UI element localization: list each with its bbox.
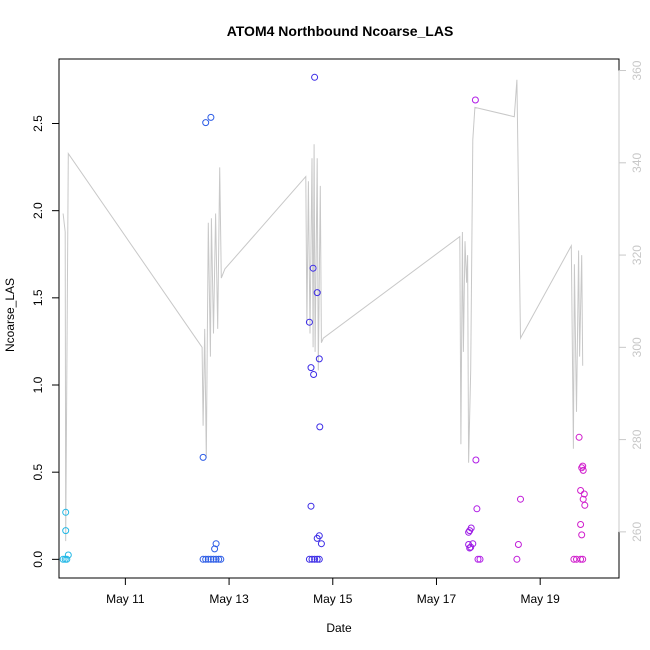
y-tick-label: 1.5 bbox=[31, 289, 45, 306]
data-point bbox=[308, 555, 316, 563]
data-point bbox=[474, 555, 482, 563]
data-point bbox=[315, 532, 323, 540]
data-point bbox=[62, 508, 70, 516]
data-point bbox=[317, 540, 325, 548]
data-point bbox=[467, 524, 475, 532]
data-point bbox=[476, 555, 484, 563]
data-point bbox=[570, 555, 578, 563]
data-point bbox=[579, 466, 587, 474]
y-right-tick-label: 320 bbox=[630, 245, 644, 265]
data-point bbox=[311, 73, 319, 81]
y-axis-left: 0.0 0.5 1.0 1.5 2.0 2.5 bbox=[31, 115, 60, 568]
data-point bbox=[202, 119, 210, 127]
x-tick-label: May 15 bbox=[313, 592, 353, 606]
data-point bbox=[581, 501, 589, 509]
data-point bbox=[313, 555, 321, 563]
data-point bbox=[310, 371, 318, 378]
data-point bbox=[513, 555, 521, 563]
data-point bbox=[472, 456, 480, 464]
data-point bbox=[199, 555, 207, 563]
data-point bbox=[63, 555, 71, 563]
y-right-tick-label: 340 bbox=[630, 152, 644, 172]
y-right-tick-label: 360 bbox=[630, 60, 644, 80]
data-point bbox=[471, 96, 479, 104]
y-tick-label: 2.0 bbox=[31, 202, 45, 219]
y-tick-label: 2.5 bbox=[31, 115, 45, 132]
data-point bbox=[305, 318, 313, 326]
y-axis-right: 260 280 300 320 340 360 bbox=[618, 60, 644, 542]
data-point bbox=[207, 113, 215, 121]
data-point bbox=[202, 555, 210, 563]
y-axis-label: Ncoarse_LAS bbox=[3, 278, 17, 352]
data-point bbox=[64, 551, 72, 559]
data-point bbox=[311, 555, 319, 563]
data-point bbox=[316, 423, 324, 431]
data-point bbox=[199, 453, 207, 461]
data-point bbox=[517, 495, 524, 503]
y-right-tick-label: 280 bbox=[630, 429, 644, 449]
data-point bbox=[580, 490, 588, 498]
data-point bbox=[577, 555, 585, 563]
data-point bbox=[577, 487, 585, 494]
x-tick-label: May 17 bbox=[417, 592, 457, 606]
data-point bbox=[473, 505, 481, 513]
data-point bbox=[217, 555, 225, 563]
data-point bbox=[59, 555, 67, 563]
data-point bbox=[212, 540, 220, 548]
y-right-tick-label: 300 bbox=[630, 337, 644, 357]
x-tick-label: May 11 bbox=[106, 592, 145, 606]
y-tick-label: 0.0 bbox=[31, 551, 45, 568]
data-point bbox=[62, 527, 70, 535]
data-point bbox=[313, 289, 321, 297]
data-point bbox=[307, 364, 315, 372]
data-point bbox=[305, 555, 313, 563]
y-right-tick-label: 260 bbox=[630, 522, 644, 542]
series-line bbox=[62, 79, 584, 542]
plot-area bbox=[59, 73, 589, 563]
data-point bbox=[577, 521, 585, 528]
data-point bbox=[210, 555, 217, 563]
plot-frame bbox=[58, 58, 620, 579]
data-point bbox=[578, 531, 586, 539]
data-point bbox=[579, 555, 587, 563]
y-tick-label: 0.5 bbox=[31, 464, 45, 481]
data-point bbox=[212, 555, 220, 563]
x-axis-label: Date bbox=[326, 621, 352, 635]
data-point bbox=[579, 462, 587, 470]
x-tick-label: May 13 bbox=[209, 592, 249, 606]
data-point bbox=[309, 264, 317, 272]
data-point bbox=[215, 555, 223, 563]
data-point bbox=[315, 555, 323, 563]
data-point bbox=[315, 355, 323, 363]
data-point bbox=[514, 541, 522, 548]
x-tick-label: May 19 bbox=[521, 592, 561, 606]
data-point bbox=[207, 555, 215, 563]
y-tick-label: 1.0 bbox=[31, 376, 45, 393]
data-point bbox=[467, 543, 475, 551]
data-point bbox=[575, 433, 583, 441]
data-point bbox=[469, 540, 477, 548]
data-point bbox=[204, 555, 212, 563]
x-axis: May 11 May 13 May 15 May 17 May 19 bbox=[106, 577, 561, 606]
data-point bbox=[307, 502, 315, 510]
chart-title: ATOM4 Northbound Ncoarse_LAS bbox=[227, 23, 454, 39]
